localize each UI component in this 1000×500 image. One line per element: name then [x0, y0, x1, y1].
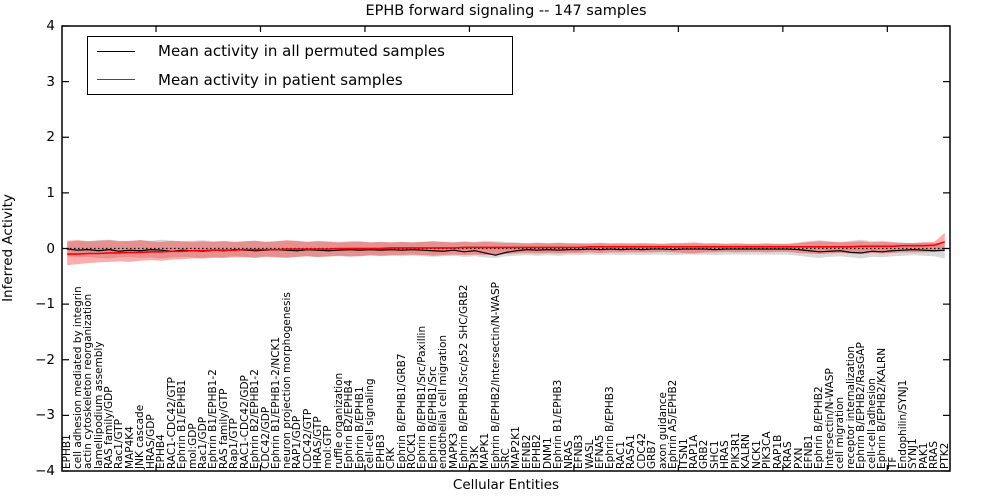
- x-tick-label: Rap1/GTP: [228, 418, 241, 469]
- x-tick-label: Ephrin B1/EPHB3: [552, 379, 565, 469]
- x-tick-label: PTK2: [938, 442, 951, 469]
- x-tick-label: CDC42/GTP: [301, 408, 314, 469]
- x-tick-label: EFNB3: [573, 434, 586, 469]
- y-tick-label: −4: [35, 463, 55, 479]
- x-tick-label: Ephrin B1/EPHB1-2: [207, 369, 220, 469]
- y-tick-label: 2: [46, 129, 55, 146]
- patient-line-swatch-icon: [97, 79, 135, 81]
- x-tick-label: Ephrin B/EPHB1/Src/Paxillin: [416, 325, 429, 469]
- x-tick-label: Ephrin B/EPHB2: [813, 386, 826, 469]
- legend: Mean activity in all permuted samples Me…: [87, 36, 513, 95]
- x-tick-label: Rac1/GTP: [113, 419, 126, 469]
- x-tick-label: actin cytoskeleton reorganization: [82, 293, 95, 469]
- x-tick-label: CRK: [385, 447, 398, 469]
- x-tick-label: Ephrin B/EPHB3: [604, 386, 617, 469]
- chart-title: EPHB forward signaling -- 147 samples: [365, 3, 647, 19]
- x-tick-label: endothelial cell migration: [437, 334, 450, 469]
- x-tick-label: GRB7: [646, 439, 659, 469]
- legend-row: Mean activity in patient samples: [88, 67, 512, 93]
- x-tick-label: GRB2: [698, 439, 711, 469]
- x-tick-label: MAPK1: [479, 432, 492, 469]
- legend-label-permuted: Mean activity in all permuted samples: [158, 42, 445, 61]
- x-tick-label: Ephrin A5/EPHB2: [667, 379, 680, 469]
- x-tick-label: MAP2K1: [510, 426, 523, 469]
- x-axis-label: Cellular Entities: [452, 477, 560, 493]
- x-tick-label: Ephrin B/EPHB2/KALRN: [876, 347, 889, 469]
- x-tick-label: cell-cell signaling: [364, 378, 377, 469]
- x-tick-label: Ephrin B2/EPHB4: [343, 379, 356, 469]
- x-tick-label: Ephrin B/EPHB1/Src/p52 SHC/GRB2: [458, 284, 471, 469]
- x-tick-label: Ephrin B/EPHB2/RasGAP: [855, 342, 868, 469]
- y-tick-label: −1: [35, 296, 55, 313]
- x-tick-label: HRAS: [719, 440, 732, 469]
- x-tick-label: JNK cascade: [134, 404, 147, 469]
- y-tick-label: −3: [35, 407, 55, 424]
- x-tick-label: Ephrin B1/EPHB1: [176, 379, 189, 469]
- x-tick-label: Ephrin B/EPHB2/Intersectin/N-WASP: [489, 282, 502, 469]
- y-tick-label: 0: [46, 240, 55, 257]
- x-tick-label: EPHB1: [61, 434, 74, 469]
- y-tick-label: 1: [46, 184, 55, 201]
- x-tick-label: RASA1: [625, 434, 638, 469]
- legend-label-patient: Mean activity in patient samples: [158, 70, 403, 89]
- x-tick-label: KRAS: [782, 441, 795, 469]
- x-tick-label: Ephrin B2/EPHB1-2: [249, 369, 262, 469]
- x-tick-label: SYNJ1: [907, 438, 920, 469]
- permuted-line-swatch-icon: [97, 50, 135, 52]
- x-tick-label: EPHB4: [155, 434, 168, 469]
- x-tick-label: mol:GTP: [322, 425, 335, 469]
- x-tick-label: RAP1/GDP: [291, 415, 304, 469]
- y-tick-label: −2: [35, 351, 55, 368]
- legend-row: Mean activity in all permuted samples: [88, 38, 512, 64]
- plot-frame: [61, 25, 951, 472]
- y-tick-label: 3: [46, 73, 55, 90]
- x-tick-label: Ephrin B1/EPHB1-2/NCK1: [270, 336, 283, 469]
- x-tick-label: EPHB2: [531, 434, 544, 469]
- x-tick-label: KALRN: [740, 434, 753, 469]
- x-tick-label: PIK3CA: [761, 431, 774, 469]
- y-tick-label: 4: [46, 18, 55, 34]
- x-tick-label: RRAS: [928, 440, 941, 469]
- x-tick-label: cell migration: [834, 396, 847, 469]
- mean-line-1: [67, 241, 946, 255]
